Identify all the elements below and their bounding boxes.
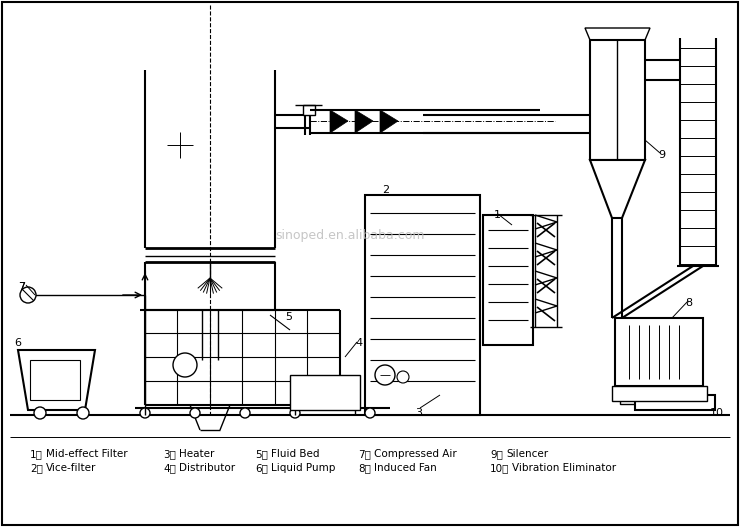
Text: Heater: Heater [179,449,215,459]
Text: 10、: 10、 [490,463,509,473]
Bar [303,105,315,115]
Polygon shape [380,110,398,133]
Bar [620,386,698,404]
Text: 3: 3 [415,408,422,418]
Text: Silencer: Silencer [506,449,548,459]
Circle shape [77,407,89,419]
Text: sinoped.en.alibaba.com: sinoped.en.alibaba.com [275,229,425,241]
Bar [483,215,533,345]
Bar [612,386,707,401]
Text: 2: 2 [382,185,389,195]
Circle shape [290,408,300,418]
Text: 10: 10 [710,408,724,418]
Text: 9、: 9、 [490,449,503,459]
Text: 7、: 7、 [358,449,371,459]
Polygon shape [355,110,373,133]
Text: 2、: 2、 [30,463,43,473]
Polygon shape [18,350,95,410]
Text: Distributor: Distributor [179,463,235,473]
Text: 1、: 1、 [30,449,43,459]
Polygon shape [585,28,650,40]
Text: 5: 5 [285,312,292,322]
Text: Mid-effect Filter: Mid-effect Filter [46,449,127,459]
Text: Fluid Bed: Fluid Bed [271,449,320,459]
Circle shape [20,287,36,303]
Text: Compressed Air: Compressed Air [374,449,457,459]
Text: 8: 8 [685,298,692,308]
Text: 6: 6 [14,338,21,348]
Polygon shape [590,160,645,218]
Polygon shape [330,110,348,133]
Text: 4、: 4、 [163,463,176,473]
Text: 6、: 6、 [255,463,268,473]
Circle shape [190,408,200,418]
Text: 8、: 8、 [358,463,371,473]
Bar [590,40,645,160]
Circle shape [34,407,46,419]
Circle shape [173,353,197,377]
Text: 4: 4 [355,338,362,348]
Circle shape [365,408,375,418]
Bar [30,360,80,400]
Text: 1: 1 [494,210,501,220]
Circle shape [140,408,150,418]
Circle shape [375,365,395,385]
Text: 3、: 3、 [163,449,176,459]
Text: Induced Fan: Induced Fan [374,463,437,473]
Text: 9: 9 [658,150,665,160]
Text: 5、: 5、 [255,449,268,459]
Text: 7: 7 [18,282,25,292]
Bar [635,395,715,410]
Circle shape [240,408,250,418]
Bar [365,195,480,415]
Text: 7: 7 [18,282,25,292]
Text: Vibration Eliminator: Vibration Eliminator [512,463,616,473]
Text: Vice-filter: Vice-filter [46,463,96,473]
Text: Liquid Pump: Liquid Pump [271,463,335,473]
Bar [290,375,360,410]
Circle shape [397,371,409,383]
Bar [615,318,703,386]
